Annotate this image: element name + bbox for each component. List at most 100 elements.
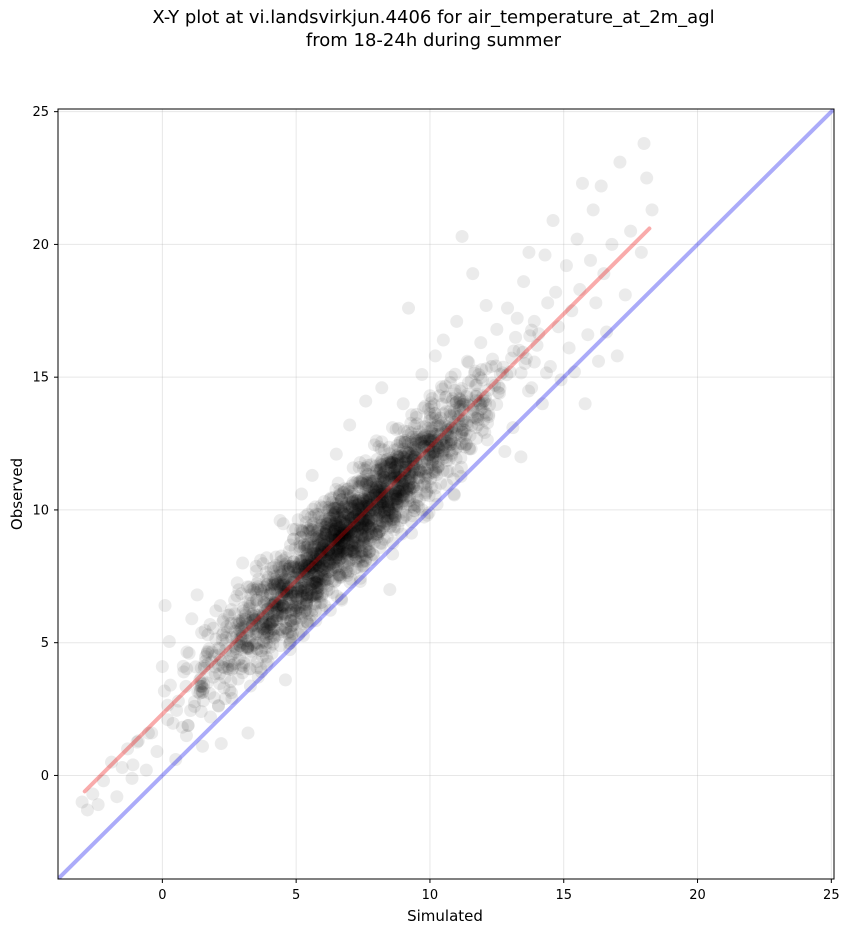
scatter-point: [343, 519, 357, 533]
scatter-point: [304, 553, 318, 567]
scatter-point: [412, 465, 426, 479]
scatter-point: [549, 285, 563, 299]
scatter-point: [575, 176, 589, 190]
scatter-point: [460, 416, 474, 430]
scatter-point: [264, 586, 278, 600]
scatter-point: [386, 536, 400, 550]
scatter-point: [356, 522, 370, 536]
scatter-point: [330, 519, 344, 533]
scatter-point: [317, 554, 331, 568]
scatter-point: [402, 473, 416, 487]
scatter-point: [419, 480, 433, 494]
scatter-point: [413, 433, 427, 447]
x-tick-label: 0: [158, 888, 166, 903]
scatter-point: [270, 613, 284, 627]
scatter-point: [382, 500, 396, 514]
scatter-point: [458, 414, 472, 428]
scatter-point: [428, 464, 442, 478]
scatter-point: [398, 460, 412, 474]
scatter-point: [283, 631, 297, 645]
scatter-point: [241, 642, 255, 656]
scatter-point: [264, 597, 278, 611]
scatter-point: [418, 488, 432, 502]
scatter-point: [360, 494, 374, 508]
scatter-point: [298, 561, 312, 575]
scatter-point: [306, 529, 320, 543]
scatter-point: [410, 491, 424, 505]
scatter-point: [242, 625, 256, 639]
scatter-point: [249, 625, 263, 639]
scatter-point: [356, 512, 370, 526]
scatter-point: [155, 660, 169, 674]
scatter-point: [333, 568, 347, 582]
scatter-point: [323, 493, 337, 507]
scatter-point: [433, 443, 447, 457]
scatter-point: [193, 683, 207, 697]
scatter-point: [407, 449, 421, 463]
scatter-point: [417, 462, 431, 476]
scatter-point: [332, 553, 346, 567]
scatter-point: [75, 795, 89, 809]
scatter-point: [406, 464, 420, 478]
scatter-point: [249, 593, 263, 607]
scatter-point: [384, 497, 398, 511]
scatter-point: [246, 581, 260, 595]
scatter-point: [335, 565, 349, 579]
scatter-point: [337, 523, 351, 537]
scatter-point: [341, 544, 355, 558]
scatter-point: [280, 584, 294, 598]
scatter-point: [247, 625, 261, 639]
scatter-point: [300, 521, 314, 535]
scatter-point: [398, 447, 412, 461]
scatter-point: [284, 603, 298, 617]
scatter-point: [312, 570, 326, 584]
scatter-point: [290, 566, 304, 580]
scatter-point: [434, 380, 448, 394]
scatter-point: [356, 491, 370, 505]
scatter-point: [481, 383, 495, 397]
scatter-point: [409, 436, 423, 450]
scatter-point: [355, 477, 369, 491]
scatter-point: [170, 703, 184, 717]
scatter-point: [329, 516, 343, 530]
scatter-point: [212, 648, 226, 662]
scatter-point: [415, 455, 429, 469]
scatter-point: [259, 603, 273, 617]
scatter-point: [366, 522, 380, 536]
scatter-point: [429, 465, 443, 479]
scatter-point: [463, 429, 477, 443]
scatter-point: [392, 485, 406, 499]
scatter-point: [296, 589, 310, 603]
scatter-point: [315, 568, 329, 582]
scatter-point: [272, 560, 286, 574]
scatter-point: [293, 540, 307, 554]
scatter-point: [307, 546, 321, 560]
scatter-point: [260, 577, 274, 591]
scatter-point: [286, 570, 300, 584]
scatter-point: [410, 490, 424, 504]
scatter-point: [307, 551, 321, 565]
scatter-point: [401, 458, 415, 472]
scatter-point: [339, 509, 353, 523]
scatter-point: [486, 352, 500, 366]
scatter-point: [354, 527, 368, 541]
scatter-point: [375, 536, 389, 550]
scatter-point: [410, 434, 424, 448]
scatter-point: [269, 594, 283, 608]
scatter-point: [278, 608, 292, 622]
scatter-point: [424, 396, 438, 410]
scatter-point: [321, 512, 335, 526]
scatter-point: [592, 354, 606, 368]
scatter-point: [376, 462, 390, 476]
scatter-point: [327, 556, 341, 570]
scatter-point: [399, 452, 413, 466]
scatter-point: [349, 554, 363, 568]
scatter-point: [260, 594, 274, 608]
scatter-point: [431, 447, 445, 461]
scatter-point: [317, 530, 331, 544]
scatter-point: [344, 525, 358, 539]
scatter-point: [583, 253, 597, 267]
scatter-point: [315, 530, 329, 544]
scatter-point: [239, 613, 253, 627]
